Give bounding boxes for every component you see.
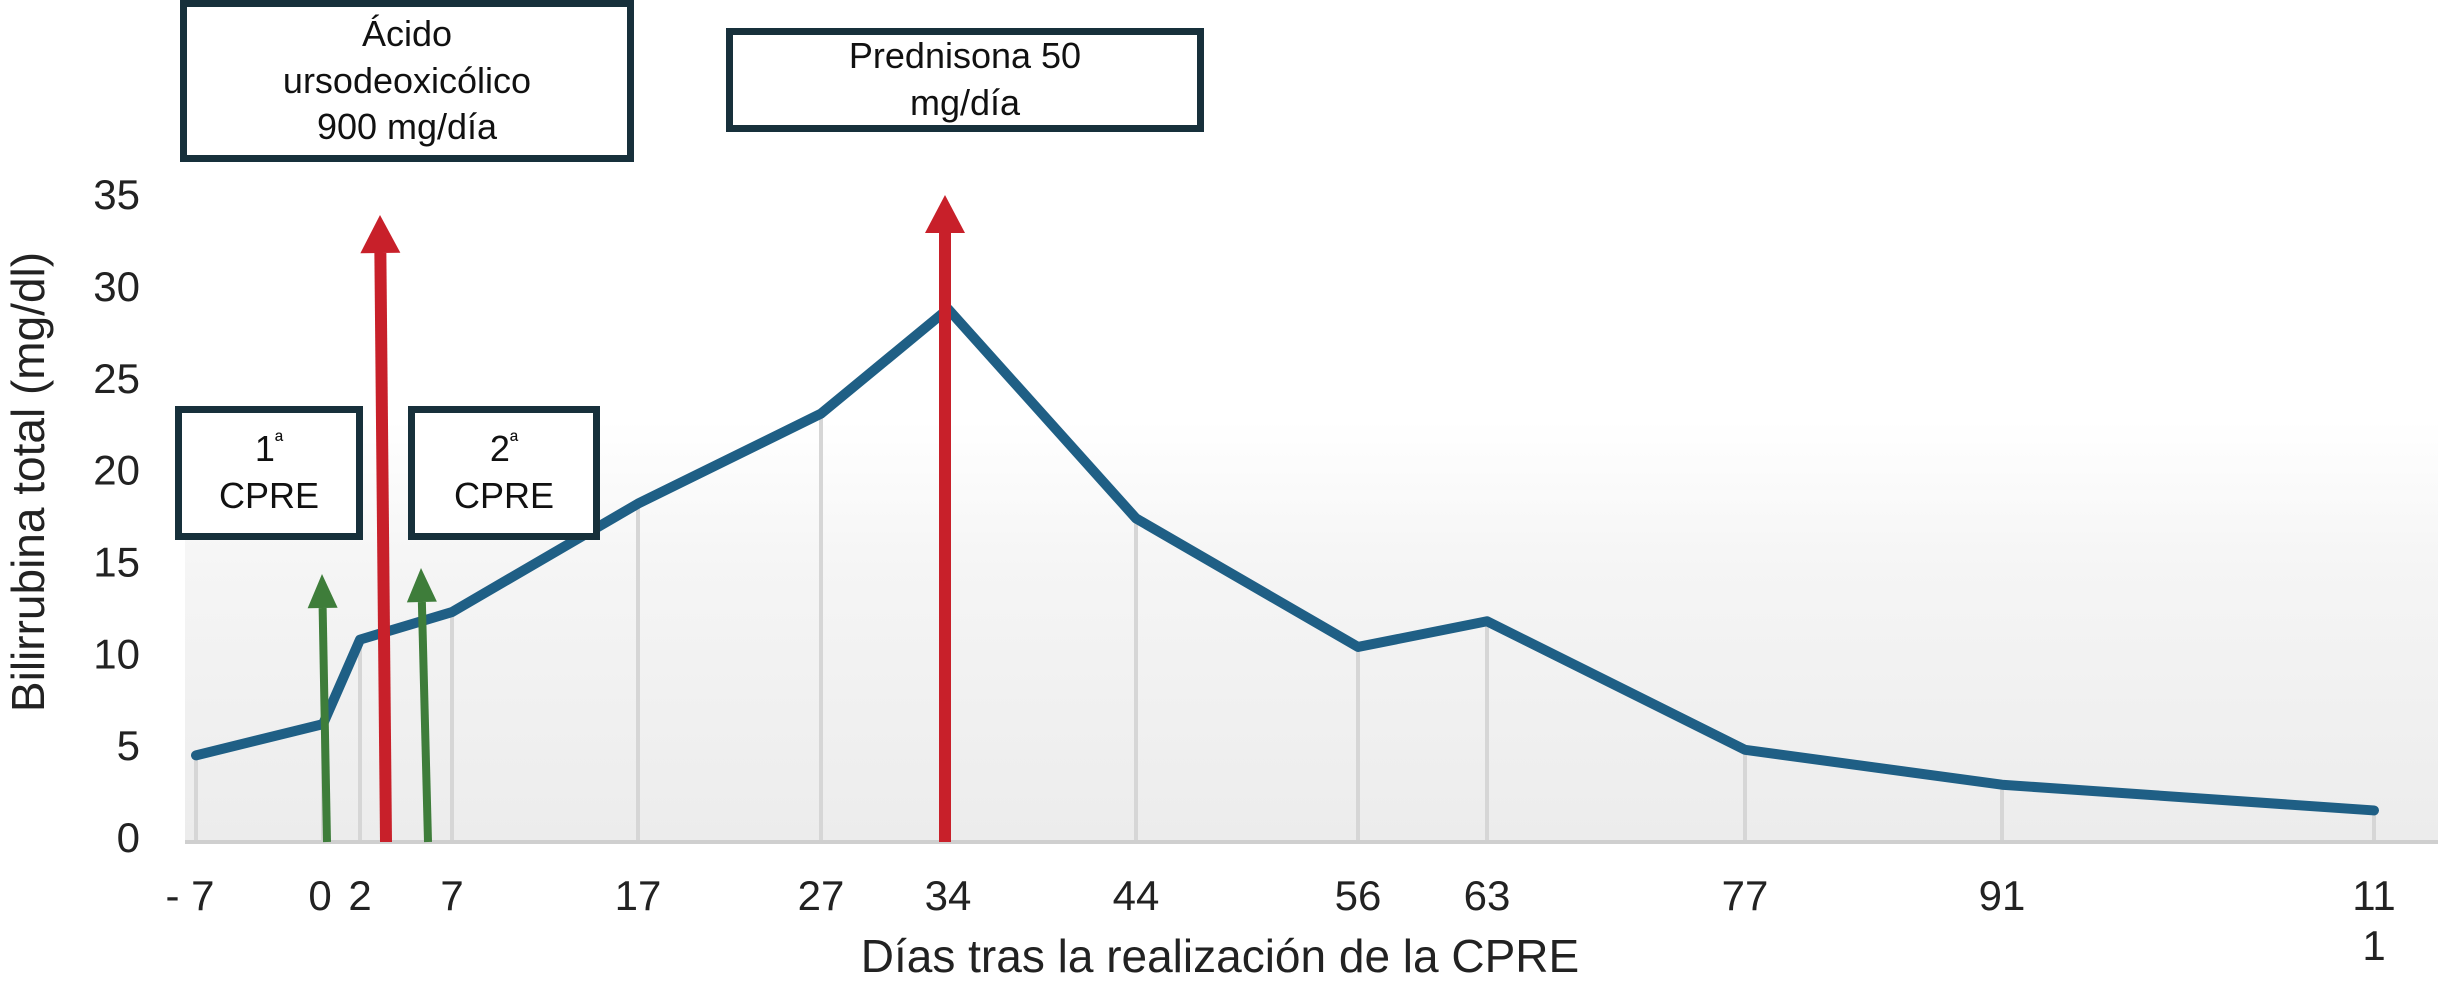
x-tick-label: 44 <box>1113 872 1160 919</box>
x-tick-label: 34 <box>925 872 972 919</box>
annotation-box-1st-cpre: 1ª CPRE <box>175 406 363 540</box>
x-tick-label: 63 <box>1464 872 1511 919</box>
green-arrow-1st-cpre <box>307 574 338 843</box>
annotation-box-prednisone: Prednisona 50 mg/día <box>726 28 1204 132</box>
x-tick-label: 11 1 <box>2352 872 2396 969</box>
annotation-box-ursodeoxycholic-acid: Ácido ursodeoxicólico 900 mg/día <box>180 0 634 162</box>
y-tick-label: 30 <box>93 263 140 310</box>
red-arrow-prednisone <box>925 195 965 842</box>
y-tick-label: 0 <box>117 814 140 861</box>
x-tick-label: 7 <box>440 872 463 919</box>
y-tick-label: 10 <box>93 630 140 677</box>
x-tick-label: 0 <box>308 872 331 919</box>
y-axis-title: Bilirrubina total (mg/dl) <box>2 252 54 712</box>
y-tick-label: 15 <box>93 538 140 585</box>
x-tick-label: 27 <box>798 872 845 919</box>
annotation-box-2nd-cpre: 2ª CPRE <box>408 406 600 540</box>
x-axis-title: Días tras la realización de la CPRE <box>861 930 1579 982</box>
red-arrow-ursodeoxycholic-acid <box>360 215 401 843</box>
x-tick-label: 17 <box>615 872 662 919</box>
x-tick-label: - 7 <box>165 872 214 919</box>
green-arrow-2nd-cpre <box>406 568 437 843</box>
x-tick-label: 2 <box>348 872 371 919</box>
y-tick-label: 35 <box>93 171 140 218</box>
y-tick-label: 25 <box>93 355 140 402</box>
x-tick-label: 91 <box>1979 872 2026 919</box>
y-tick-label: 20 <box>93 447 140 494</box>
y-tick-label: 5 <box>117 722 140 769</box>
x-tick-label: 77 <box>1722 872 1769 919</box>
x-tick-label: 56 <box>1335 872 1382 919</box>
